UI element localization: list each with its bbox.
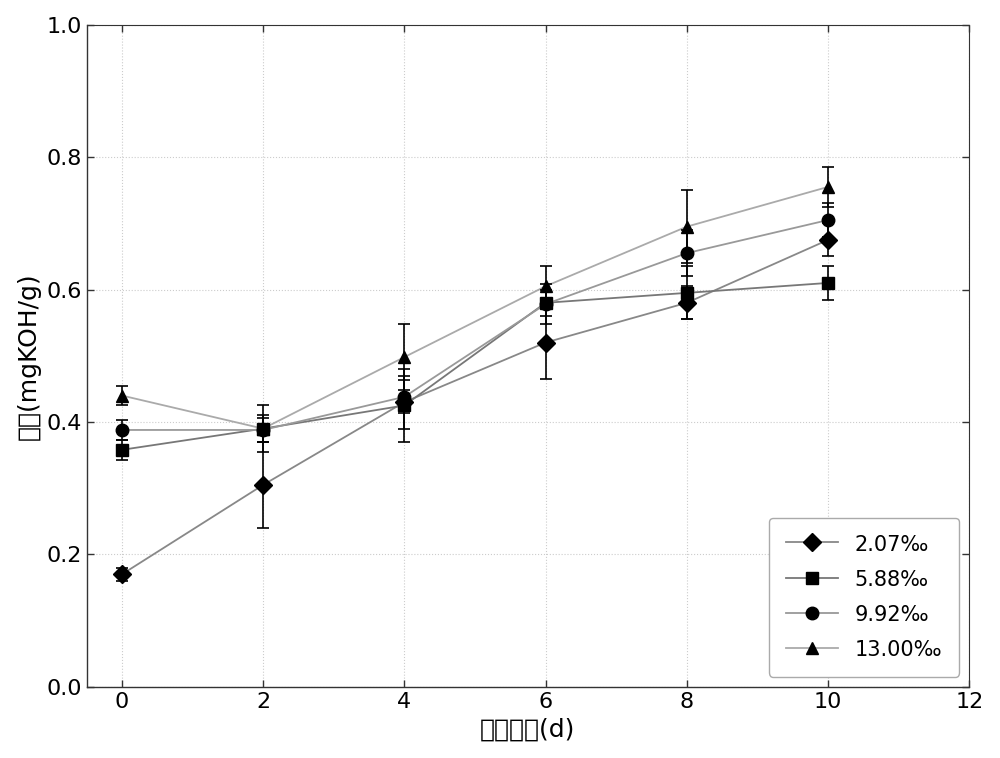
X-axis label: 加热时间(d): 加热时间(d) — [480, 717, 576, 741]
Y-axis label: 酸价(mgKOH/g): 酸价(mgKOH/g) — [17, 272, 41, 440]
Legend: 2.07‰, 5.88‰, 9.92‰, 13.00‰: 2.07‰, 5.88‰, 9.92‰, 13.00‰ — [769, 518, 959, 676]
